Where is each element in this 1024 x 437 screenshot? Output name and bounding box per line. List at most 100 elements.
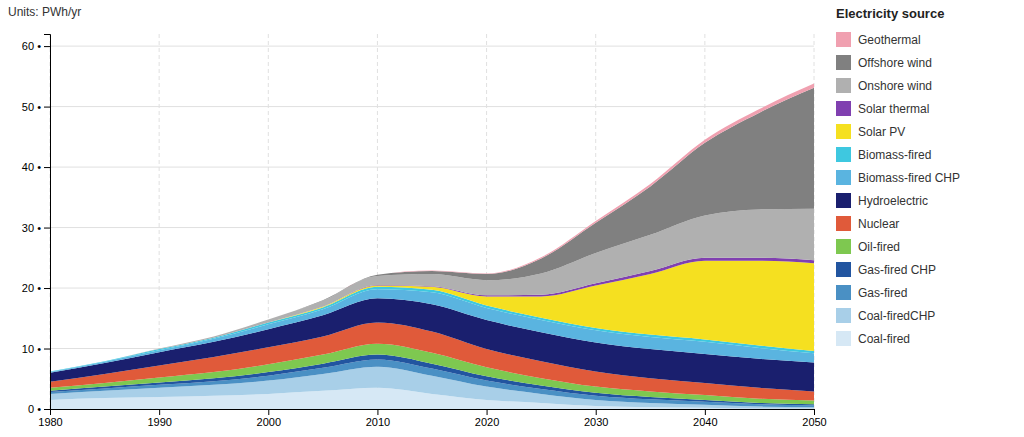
tick-mark xyxy=(44,409,50,410)
tick-mark xyxy=(268,409,269,415)
legend-swatch xyxy=(836,285,851,300)
tick-label: 2010 xyxy=(366,416,390,428)
y-axis: 0 • 10 • 20 • 30 • 40 • 50 • 60 • xyxy=(22,35,51,416)
legend-swatch xyxy=(836,124,851,139)
plot-area xyxy=(50,84,814,409)
legend-label: Onshore wind xyxy=(858,79,932,93)
legend-item: Nuclear xyxy=(836,216,899,231)
legend-swatch xyxy=(836,216,851,231)
tick-label: 2040 xyxy=(693,416,717,428)
tick: 1990 xyxy=(147,409,171,428)
legend-title: Electricity source xyxy=(836,6,944,21)
tick: 2030 xyxy=(584,409,608,428)
tick-mark xyxy=(814,409,815,415)
legend-item: Offshore wind xyxy=(836,55,932,70)
tick-label: 2030 xyxy=(584,416,608,428)
axis-domain xyxy=(51,410,815,416)
legend-item: Gas-fired CHP xyxy=(836,262,936,277)
legend-item: Coal-fired xyxy=(836,331,910,346)
grid xyxy=(50,34,814,409)
legend-label: Gas-fired xyxy=(858,286,907,300)
legend-swatch xyxy=(836,78,851,93)
tick-label: 50 • xyxy=(22,101,41,113)
legend-label: Coal-firedCHP xyxy=(858,309,935,323)
legend-swatch xyxy=(836,308,851,323)
legend-label: Offshore wind xyxy=(858,56,932,70)
tick-label: 1980 xyxy=(38,416,62,428)
tick: 0 • xyxy=(28,403,50,415)
tick-mark xyxy=(159,409,160,415)
legend-label: Biomass-fired xyxy=(858,148,931,162)
tick: 2040 xyxy=(693,409,717,428)
tick-mark xyxy=(44,107,50,108)
legend-swatch xyxy=(836,101,851,116)
tick-label: 1990 xyxy=(147,416,171,428)
grid-line-y xyxy=(50,46,814,47)
tick-mark xyxy=(44,288,50,289)
tick: 40 • xyxy=(22,161,50,173)
legend-item: Geothermal xyxy=(836,32,921,47)
tick: 2020 xyxy=(475,409,499,428)
tick: 1980 xyxy=(38,409,62,428)
legend-swatch xyxy=(836,331,851,346)
legend-swatch xyxy=(836,239,851,254)
axis-title: Units: PWh/yr xyxy=(8,5,81,19)
grid-line-y xyxy=(50,106,814,107)
legend-swatch xyxy=(836,262,851,277)
tick: 10 • xyxy=(22,343,50,355)
x-axis: 1980 1990 2000 2010 2020 2030 2040 2050 xyxy=(38,409,826,428)
tick-label: 40 • xyxy=(22,161,41,173)
axis-domain xyxy=(44,35,51,410)
tick: 2010 xyxy=(366,409,390,428)
legend-label: Biomass-fired CHP xyxy=(858,171,960,185)
legend-label: Geothermal xyxy=(858,33,921,47)
legend-swatch xyxy=(836,193,851,208)
legend-label: Gas-fired CHP xyxy=(858,263,936,277)
legend-label: Coal-fired xyxy=(858,332,910,346)
legend-swatch xyxy=(836,32,851,47)
tick-mark xyxy=(44,167,50,168)
area-segment xyxy=(50,209,814,372)
legend-label: Oil-fired xyxy=(858,240,900,254)
legend-item: Oil-fired xyxy=(836,239,900,254)
legend-item: Gas-fired xyxy=(836,285,907,300)
tick: 60 • xyxy=(22,40,50,52)
legend-item: Onshore wind xyxy=(836,78,932,93)
legend-item: Solar thermal xyxy=(836,101,929,116)
legend-swatch xyxy=(836,147,851,162)
legend-item: Solar PV xyxy=(836,124,905,139)
tick-mark xyxy=(44,228,50,229)
area-segment xyxy=(50,88,814,372)
tick-mark xyxy=(596,409,597,415)
legend-swatch xyxy=(836,170,851,185)
legend-item: Biomass-fired xyxy=(836,147,931,162)
tick: 50 • xyxy=(22,101,50,113)
tick-label: 2020 xyxy=(475,416,499,428)
legend-item: Hydroelectric xyxy=(836,193,928,208)
legend-label: Solar thermal xyxy=(858,102,929,116)
legend-item: Coal-firedCHP xyxy=(836,308,935,323)
tick-label: 2050 xyxy=(802,416,826,428)
tick-label: 60 • xyxy=(22,40,41,52)
tick-mark xyxy=(44,46,50,47)
legend-swatch xyxy=(836,55,851,70)
legend-label: Nuclear xyxy=(858,217,899,231)
legend-label: Hydroelectric xyxy=(858,194,928,208)
chart: 1980 1990 2000 2010 2020 2030 2040 2050 0 • 10 • 2… xyxy=(0,0,1024,437)
legend-item: Biomass-fired CHP xyxy=(836,170,960,185)
tick: 2050 xyxy=(802,409,826,428)
tick-label: 0 • xyxy=(28,403,41,415)
area-segment xyxy=(50,84,814,372)
tick-label: 30 • xyxy=(22,222,41,234)
tick-label: 20 • xyxy=(22,282,41,294)
tick-mark xyxy=(377,409,378,415)
tick: 20 • xyxy=(22,282,50,294)
legend-label: Solar PV xyxy=(858,125,905,139)
tick-mark xyxy=(44,349,50,350)
legend: Electricity source Geothermal Offshore win… xyxy=(836,6,960,346)
tick: 2000 xyxy=(257,409,281,428)
tick-mark xyxy=(705,409,706,415)
tick-mark xyxy=(487,409,488,415)
tick-label: 10 • xyxy=(22,343,41,355)
tick-label: 2000 xyxy=(257,416,281,428)
